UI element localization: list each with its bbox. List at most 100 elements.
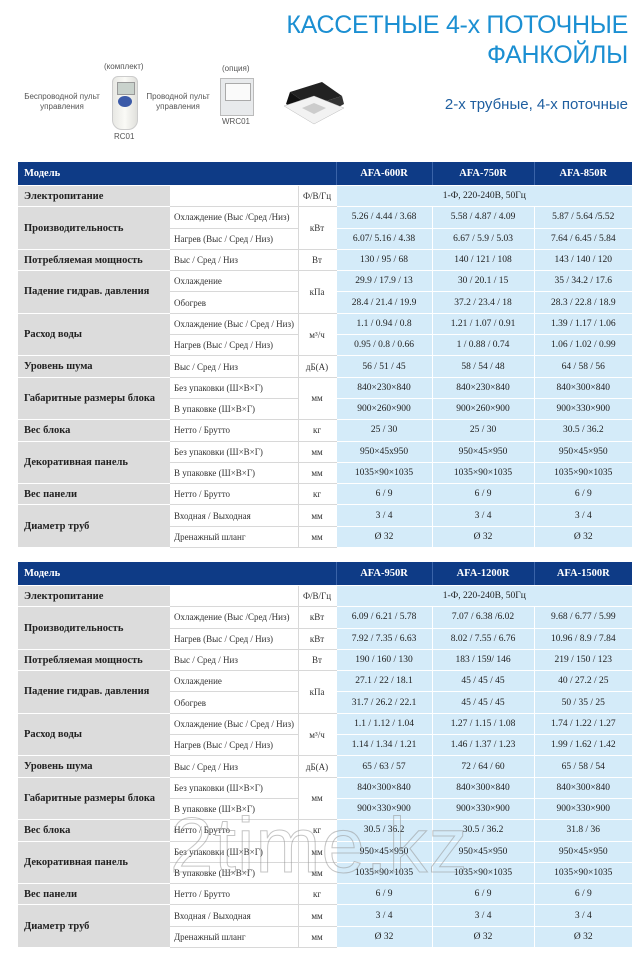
- value-cell: 7.64 / 6.45 / 5.84: [533, 228, 633, 250]
- value-cell: 190 / 160 / 130: [335, 649, 433, 672]
- model-name: AFA-850R: [533, 162, 633, 186]
- value-cell: 1.1 / 0.94 / 0.8: [335, 313, 433, 336]
- value-cell: 37.2 / 23.4 / 18: [431, 291, 535, 314]
- unit: дБ(А): [298, 355, 337, 378]
- value-cell: 0.95 / 0.8 / 0.66: [335, 334, 433, 357]
- table-row: Падение гидрав. давления Охлаждение кПа 29.…: [18, 270, 633, 314]
- table-header-row: Модель AFA-600R AFA-750R AFA-850R: [18, 162, 633, 186]
- value-cell: 950×45×950: [431, 441, 535, 463]
- value-cell: 64 / 58 / 56: [533, 355, 633, 378]
- param-condition: Выс / Сред / Низ: [170, 249, 299, 272]
- param-condition: Охлаждение: [170, 270, 299, 293]
- value-cell: 1.06 / 1.02 / 0.99: [533, 334, 633, 357]
- value-cell: 950×45×950: [431, 841, 535, 863]
- param-name: Электропитание: [18, 185, 170, 208]
- unit: мм: [298, 504, 337, 527]
- value-cell: 5.26 / 4.44 / 3.68: [335, 206, 433, 229]
- table-row: Габаритные размеры блока Без упаковки (Ш×…: [18, 777, 633, 821]
- table-row: Нагрев (Выс / Сред / Низ) 0.95 / 0.8 / 0.…: [18, 334, 633, 357]
- param-name: Декоративная панель: [18, 441, 170, 485]
- table-row: Вес блока Нетто / Брутто кг 25 / 30 25 / 30 3…: [18, 419, 633, 442]
- value-cell: 1.14 / 1.34 / 1.21: [335, 734, 433, 757]
- value-cell: 6 / 9: [533, 483, 633, 506]
- value-cell: 900×330×900: [533, 798, 633, 821]
- model-header: Модель: [18, 162, 337, 186]
- value-cell: 9.68 / 6.77 / 5.99: [533, 606, 633, 629]
- cassette-unit-image: [283, 82, 345, 125]
- param-condition: Входная / Выходная: [170, 904, 299, 927]
- value-cell: 3 / 4: [533, 904, 633, 927]
- value-cell: 65 / 58 / 54: [533, 755, 633, 778]
- value-cell: 6 / 9: [533, 883, 633, 906]
- value-cell: 5.87 / 5.64 /5.52: [533, 206, 633, 229]
- table-row: Потребляемая мощность Выс / Сред / Низ Вт 1…: [18, 649, 633, 672]
- model-name: AFA-1200R: [431, 562, 535, 586]
- value-cell: 1035×90×1035: [533, 862, 633, 885]
- model-header: Модель: [18, 562, 337, 586]
- value-cell: 840×300×840: [533, 377, 633, 399]
- value-cell: 1-Ф, 220-240В, 50Гц: [335, 585, 633, 608]
- wired-remote-note: (опция): [222, 64, 250, 73]
- value-cell: 6 / 9: [335, 883, 433, 906]
- table-row: В упаковке (Ш×В×Г) 900×330×900 900×330×900…: [18, 798, 633, 821]
- table-row: Падение гидрав. давления Охлаждение кПа 27.…: [18, 670, 633, 714]
- table-row: Декоративная панель Без упаковки (Ш×В×Г) м…: [18, 841, 633, 885]
- value-cell: 1 / 0.88 / 0.74: [431, 334, 535, 357]
- param-name: Вес панели: [18, 483, 170, 506]
- param-name: Габаритные размеры блока: [18, 377, 170, 421]
- unit: мм: [298, 841, 337, 863]
- value-cell: 6.67 / 5.9 / 5.03: [431, 228, 535, 250]
- unit: мм: [298, 462, 337, 485]
- unit: мм: [298, 526, 337, 549]
- param-name: Падение гидрав. давления: [18, 270, 170, 314]
- table-row: Электропитание Ф/В/Гц 1-Ф, 220-240В, 50Гц: [18, 185, 633, 208]
- param-name: Габаритные размеры блока: [18, 777, 170, 821]
- param-name: Электропитание: [18, 585, 170, 608]
- value-cell: Ø 32: [431, 526, 535, 549]
- unit: мм: [298, 377, 337, 421]
- table-row: Нагрев (Выс / Сред / Низ) 6.07/ 5.16 / 4.…: [18, 228, 633, 250]
- unit: Вт: [298, 249, 337, 272]
- unit: Ф/В/Гц: [298, 185, 337, 208]
- value-cell: 1-Ф, 220-240В, 50Гц: [335, 185, 633, 208]
- table-row: Уровень шума Выс / Сред / Низ дБ(А) 56 / 51…: [18, 355, 633, 378]
- param-condition: [170, 585, 299, 608]
- param-name: Декоративная панель: [18, 841, 170, 885]
- param-name: Потребляемая мощность: [18, 649, 170, 672]
- param-name: Вес блока: [18, 419, 170, 442]
- value-cell: 10.96 / 8.9 / 7.84: [533, 628, 633, 650]
- wireless-remote-model: RC01: [114, 132, 135, 141]
- unit: мм: [298, 441, 337, 463]
- table-row: Производительность Охлаждение (Выс /Сред …: [18, 206, 633, 250]
- param-condition: В упаковке (Ш×В×Г): [170, 862, 299, 885]
- value-cell: 219 / 150 / 123: [533, 649, 633, 672]
- value-cell: 29.9 / 17.9 / 13: [335, 270, 433, 293]
- value-cell: 6 / 9: [431, 883, 535, 906]
- value-cell: 900×330×900: [533, 398, 633, 421]
- value-cell: 45 / 45 / 45: [431, 691, 535, 714]
- model-name: AFA-750R: [431, 162, 535, 186]
- value-cell: 1.21 / 1.07 / 0.91: [431, 313, 535, 336]
- spec-table-2: Модель AFA-950R AFA-1200R AFA-1500R Электроп…: [18, 562, 633, 949]
- param-name: Расход воды: [18, 713, 170, 757]
- param-condition: Нетто / Брутто: [170, 883, 299, 906]
- table-row: Уровень шума Выс / Сред / Низ дБ(А) 65 / 63…: [18, 755, 633, 778]
- value-cell: 143 / 140 / 120: [533, 249, 633, 272]
- param-name: Потребляемая мощность: [18, 249, 170, 272]
- value-cell: 6 / 9: [431, 483, 535, 506]
- param-condition: Охлаждение (Выс / Сред / Низ): [170, 713, 299, 736]
- unit: мм: [298, 926, 337, 949]
- value-cell: 56 / 51 / 45: [335, 355, 433, 378]
- value-cell: 183 / 159/ 146: [431, 649, 535, 672]
- value-cell: 31.8 / 36: [533, 819, 633, 842]
- table-row: Вес блока Нетто / Брутто кг 30.5 / 36.2 30.5…: [18, 819, 633, 842]
- value-cell: 950×45×950: [533, 841, 633, 863]
- value-cell: 58 / 54 / 48: [431, 355, 535, 378]
- param-name: Расход воды: [18, 313, 170, 357]
- param-condition: [170, 185, 299, 208]
- value-cell: 28.3 / 22.8 / 18.9: [533, 291, 633, 314]
- model-name: AFA-600R: [335, 162, 433, 186]
- value-cell: 900×260×900: [431, 398, 535, 421]
- unit: кВт: [298, 206, 337, 250]
- value-cell: 35 / 34.2 / 17.6: [533, 270, 633, 293]
